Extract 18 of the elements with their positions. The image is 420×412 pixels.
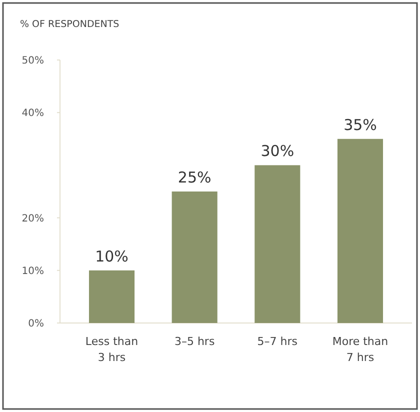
x-tick-label: More than 7 hrs: [332, 335, 388, 364]
y-tick-label: 40%: [22, 108, 44, 120]
x-tick-label: 3–5 hrs: [174, 335, 215, 348]
bar: [337, 138, 384, 323]
y-tick-label: 10%: [22, 266, 44, 277]
data-label: 25%: [178, 168, 212, 186]
x-tick-label: 5–7 hrs: [257, 335, 298, 348]
data-label: 30%: [260, 142, 294, 160]
data-label: 10%: [95, 247, 128, 266]
y-tick-label: 50%: [22, 56, 44, 66]
x-tick-label: Less than 3 hrs: [85, 335, 138, 364]
bar: [254, 165, 300, 323]
bar: [88, 270, 135, 323]
data-label: 35%: [344, 116, 377, 134]
chart-title: % OF RESPONDENTS: [20, 19, 120, 30]
y-tick-label: 20%: [22, 213, 44, 224]
bar: [172, 192, 218, 323]
y-tick-label: 0%: [28, 318, 44, 330]
